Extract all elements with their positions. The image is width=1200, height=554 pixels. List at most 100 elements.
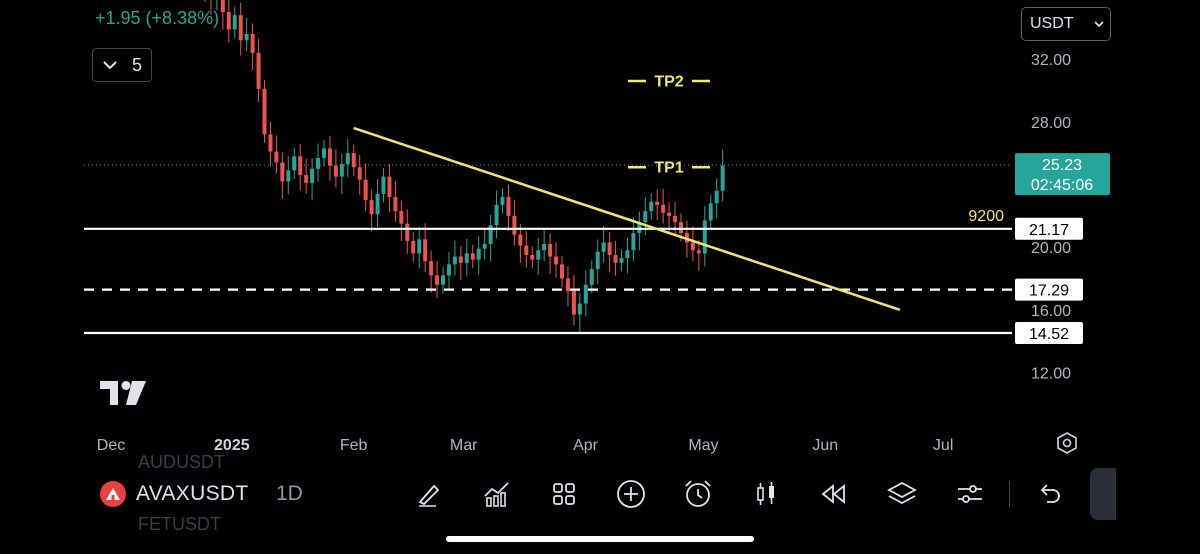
candle-body [714,190,719,204]
candle-body [690,242,695,251]
candle-body [637,222,642,234]
left-bezel [0,0,84,554]
candle-body [381,176,386,194]
candle-body [476,248,481,260]
candle-body [292,156,297,171]
avax-logo-icon [100,481,126,507]
indicator-toggle-button[interactable]: 5 [92,48,152,82]
level-price-tag [1015,278,1083,301]
candle-body [565,278,570,292]
candle-body [625,250,630,259]
candle-body [554,256,559,265]
candle-body [363,179,368,201]
candle-body [452,256,457,265]
candle-body [583,284,588,304]
interval-selector[interactable]: 1D [276,482,303,505]
candle-body [631,233,636,251]
target-label: TP2 [654,74,683,91]
candle-body [375,193,380,215]
candle-body [304,175,309,183]
candle-body [333,165,338,177]
candle-body [316,157,321,169]
y-tick-label: 28.00 [1031,115,1071,132]
candle-body [339,164,344,177]
candle-body [524,245,529,255]
x-tick-label: Dec [97,437,125,454]
candle-body [250,34,255,53]
candle-body [643,211,648,223]
candles-icon[interactable] [750,478,782,510]
symbol-selector[interactable]: AVAXUSDT [100,481,248,507]
add-icon[interactable] [615,478,647,510]
candle-body [613,254,618,263]
level-annotation: 9200 [968,208,1004,225]
indicators-icon[interactable] [481,478,513,510]
candle-body [649,201,654,212]
right-bezel [1116,0,1200,554]
candle-body [607,242,612,255]
candle-body [405,223,410,241]
countdown-text: 02:45:06 [1031,177,1093,194]
candle-body [571,291,576,315]
candle-body [667,212,672,216]
pen-icon[interactable] [414,478,446,510]
candle-body [548,244,553,257]
candle-body [345,153,350,165]
indicator-count: 5 [131,54,142,75]
candle-body [393,196,398,212]
candle-body [435,275,440,285]
tradingview-logo-icon [100,381,146,405]
settings-sliders-icon[interactable] [954,478,986,510]
candle-body [518,234,523,246]
chevron-down-icon [1094,21,1104,28]
more-tools-button[interactable] [1090,468,1116,520]
candle-body [423,239,428,262]
candle-body [482,244,487,249]
candle-body [708,203,713,221]
grid-icon[interactable] [548,478,580,510]
candle-body [357,167,362,180]
y-tick-label: 12.00 [1031,366,1071,383]
candle-body [411,240,416,254]
candles-layer [204,0,725,332]
y-tick-label: 16.00 [1031,303,1071,320]
x-tick-label: 2025 [214,437,250,454]
candle-body [470,253,475,260]
candle-body [310,168,315,183]
candle-body [661,204,666,213]
candle-body [560,264,564,279]
candle-body [417,239,422,254]
candle-body [446,264,451,276]
candle-body [494,204,499,226]
chart-settings-icon[interactable] [1056,432,1078,454]
x-tick-label: May [688,437,718,454]
last-price-text: 25.23 [1042,157,1082,174]
candle-body [268,134,273,152]
candle-body [262,88,267,135]
candle-body [702,220,707,254]
level-price-text: 14.52 [1029,326,1069,343]
undo-icon[interactable] [1033,478,1065,510]
candle-body [589,269,594,285]
candle-body [488,225,493,245]
candle-body [238,15,243,41]
currency-label: USDT [1030,15,1074,32]
x-axis: Dec 2025 Feb Mar Apr May Jun Jul [97,437,954,454]
candle-body [696,250,701,254]
candle-body [387,176,392,197]
candle-body [542,244,547,251]
targets-layer: TP2 TP1 [628,74,710,177]
y-axis: 32.00 28.00 20.00 16.00 12.00 [1031,52,1071,382]
chevron-down-icon [103,61,117,70]
bottom-toolbar [84,464,1116,524]
toolbar-divider [1009,481,1010,507]
candle-body [327,148,332,166]
x-tick-label: Mar [450,437,478,454]
candle-body [220,0,225,13]
trendline[interactable] [353,126,901,312]
replay-icon[interactable] [818,478,850,510]
currency-select[interactable]: USDT [1021,7,1111,41]
alarm-icon[interactable] [682,478,714,510]
layers-icon[interactable] [886,478,918,510]
